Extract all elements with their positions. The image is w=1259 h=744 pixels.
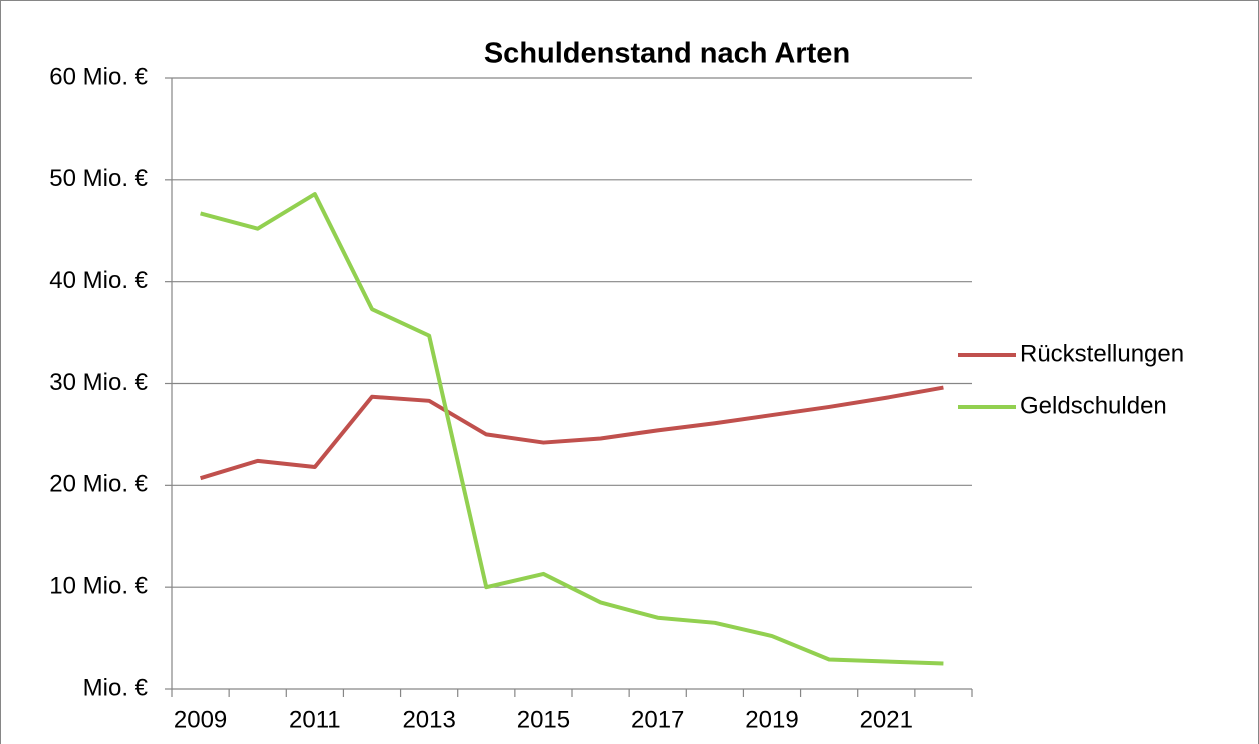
y-tick-label: 30 Mio. € [49,369,148,396]
legend-label: Geldschulden [1020,392,1167,419]
x-tick-label: 2017 [631,706,684,733]
series-line [200,192,944,666]
legend-label: Rückstellungen [1020,340,1184,367]
x-tick-label: 2011 [289,706,341,733]
x-tick-label: 2021 [860,706,913,733]
y-tick-label: 20 Mio. € [49,471,148,498]
series-line [199,385,944,481]
x-tick-label: 2019 [745,706,798,733]
x-tick-label: 2015 [517,706,570,733]
y-tick-label: Mio. € [83,674,149,701]
x-tick-label: 2013 [402,706,455,733]
x-tick-label: 2009 [174,706,227,733]
y-tick-label: 60 Mio. € [49,63,148,90]
y-tick-label: 10 Mio. € [49,573,148,600]
chart-title: Schuldenstand nach Arten [484,38,850,70]
y-tick-label: 40 Mio. € [49,267,148,294]
y-tick-label: 50 Mio. € [49,165,148,192]
